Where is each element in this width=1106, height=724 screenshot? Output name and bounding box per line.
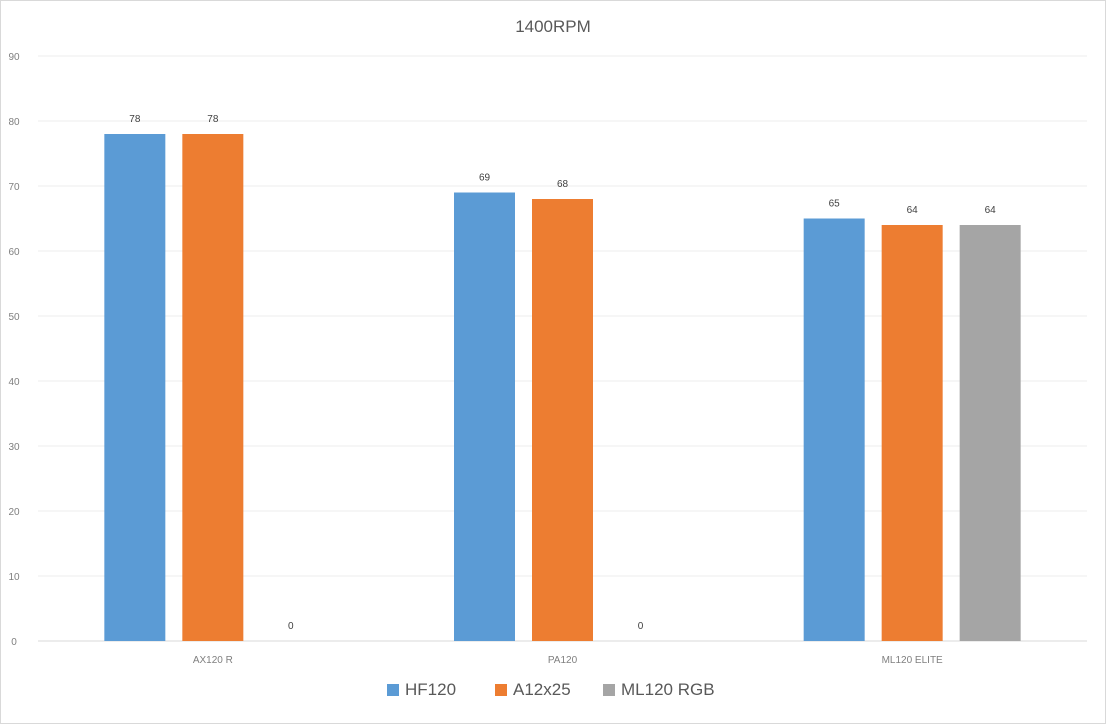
y-tick-label: 70 xyxy=(8,182,20,193)
bar-hf120-2 xyxy=(803,218,865,641)
x-category-label: ML120 ELITE xyxy=(882,655,943,666)
data-label: 64 xyxy=(907,205,919,216)
y-tick-label: 60 xyxy=(8,247,20,258)
y-tick-label: 30 xyxy=(8,442,20,453)
data-label: 65 xyxy=(829,199,841,210)
y-tick-label: 90 xyxy=(8,52,20,63)
legend-label: A12x25 xyxy=(513,680,571,699)
legend: HF120 A12x25 ML120 RGB xyxy=(387,680,715,699)
bars xyxy=(104,134,1021,641)
y-tick-label: 80 xyxy=(8,117,20,128)
legend-swatch xyxy=(603,684,615,696)
bar-a12x25-0 xyxy=(182,134,244,641)
legend-swatch xyxy=(495,684,507,696)
data-label: 0 xyxy=(638,621,644,632)
bar-hf120-0 xyxy=(104,134,166,641)
y-tick-label: 0 xyxy=(11,637,17,648)
legend-label: ML120 RGB xyxy=(621,680,715,699)
bar-ml120-rgb-2 xyxy=(959,225,1021,641)
legend-label: HF120 xyxy=(405,680,456,699)
y-tick-label: 10 xyxy=(8,572,20,583)
data-labels: 78 78 0 69 68 0 65 64 64 xyxy=(129,114,996,632)
x-category-label: PA120 xyxy=(548,655,578,666)
x-category-label: AX120 R xyxy=(193,655,233,666)
data-label: 78 xyxy=(129,114,141,125)
data-label: 0 xyxy=(288,621,294,632)
chart-title: 1400RPM xyxy=(515,17,591,36)
data-label: 68 xyxy=(557,179,569,190)
data-label: 64 xyxy=(985,205,997,216)
bar-hf120-1 xyxy=(454,192,515,641)
y-tick-label: 40 xyxy=(8,377,20,388)
x-axis-categories: AX120 R PA120 ML120 ELITE xyxy=(193,655,943,666)
data-label: 78 xyxy=(207,114,219,125)
bar-a12x25-1 xyxy=(532,199,593,641)
y-tick-label: 20 xyxy=(8,507,20,518)
legend-swatch xyxy=(387,684,399,696)
y-tick-label: 50 xyxy=(8,312,20,323)
bar-a12x25-2 xyxy=(881,225,943,641)
data-label: 69 xyxy=(479,173,491,184)
y-axis-ticks: 0 10 20 30 40 50 60 70 80 90 xyxy=(8,52,20,648)
